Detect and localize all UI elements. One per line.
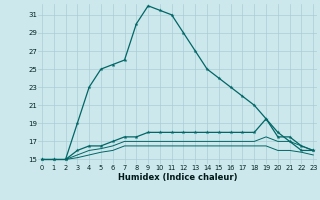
X-axis label: Humidex (Indice chaleur): Humidex (Indice chaleur): [118, 173, 237, 182]
